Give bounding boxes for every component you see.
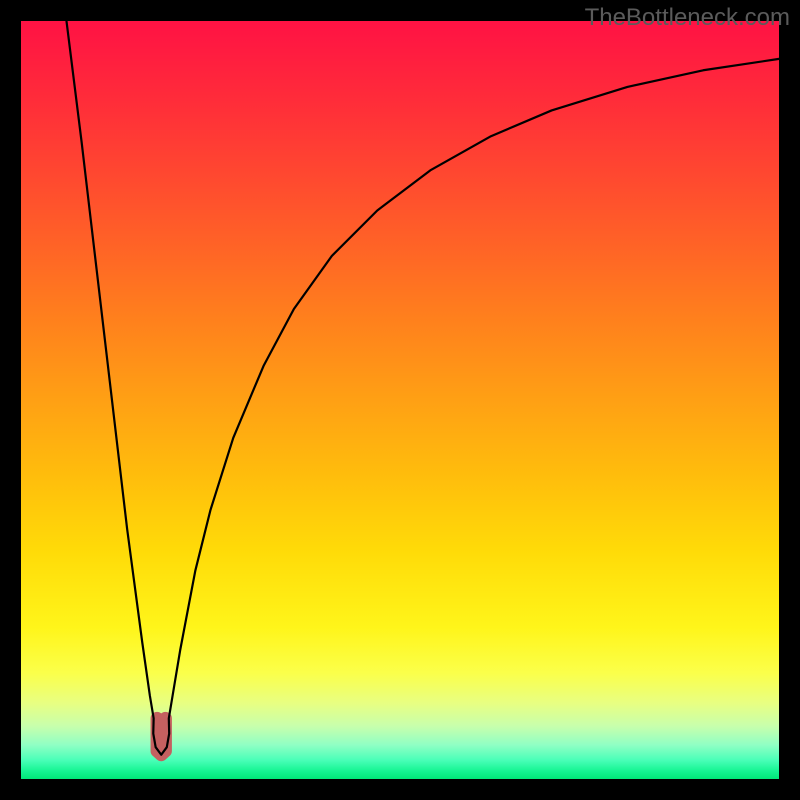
chart-root: TheBottleneck.com <box>0 0 800 800</box>
chart-svg <box>0 0 800 800</box>
plot-background <box>21 21 779 779</box>
